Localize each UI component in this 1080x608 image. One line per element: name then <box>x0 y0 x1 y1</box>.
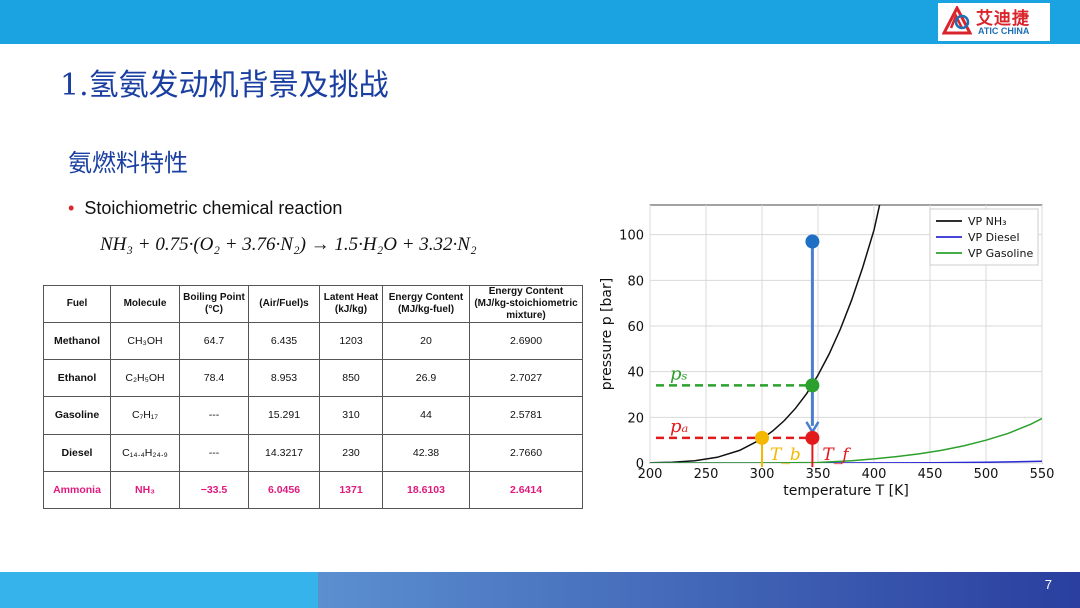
series-line-vp-nh- <box>650 205 881 463</box>
start-point <box>805 234 820 249</box>
table-cell: 78.4 <box>179 359 249 398</box>
bullet-text: Stoichiometric chemical reaction <box>84 198 343 218</box>
table-cell: 42.38 <box>382 433 470 472</box>
section-subtitle: 氨燃料特性 <box>68 149 188 177</box>
table-cell: C₇H₁₇ <box>110 396 180 435</box>
legend-label: VP Diesel <box>968 231 1020 244</box>
y-tick-label: 60 <box>627 320 644 335</box>
x-tick-label: 250 <box>694 467 719 482</box>
x-tick-label: 200 <box>638 467 663 482</box>
table-cell: Ammonia <box>43 470 111 510</box>
x-axis-label: temperature T [K] <box>783 483 909 499</box>
table-cell: CH₃OH <box>110 321 180 361</box>
legend-label: VP Gasoline <box>968 247 1033 260</box>
table-cell: 2.7027 <box>469 359 583 398</box>
fuel-properties-table: Fuel Molecule Boiling Point (°C) (Air/Fu… <box>43 285 583 510</box>
table-row: Ethanol C₂H₅OH 78.4 8.953 850 26.9 2.702… <box>43 359 583 398</box>
table-cell: NH₃ <box>110 470 180 510</box>
ambient-point <box>805 430 820 445</box>
table-cell: 26.9 <box>382 359 470 398</box>
table-cell: 44 <box>382 396 470 435</box>
col-header-latent-heat: Latent Heat (kJ/kg) <box>319 285 383 323</box>
tb-label: T_b <box>770 445 801 465</box>
x-tick-label: 400 <box>862 467 887 482</box>
col-header-energy-mixture: Energy Content (MJ/kg-stoichiometric mix… <box>469 285 583 323</box>
table-cell: C₁₄.₄H₂₄.₉ <box>110 433 180 472</box>
col-header-air-fuel: (Air/Fuel)s <box>248 285 320 323</box>
legend-label: VP NH₃ <box>968 215 1007 228</box>
table-cell: 850 <box>319 359 383 398</box>
table-cell: 64.7 <box>179 321 249 361</box>
table-cell: 2.7660 <box>469 433 583 472</box>
table-cell: C₂H₅OH <box>110 359 180 398</box>
page-number: 7 <box>1044 577 1052 592</box>
bottom-banner-light <box>0 572 318 608</box>
bullet-dot-icon: • <box>68 198 75 218</box>
top-banner: 艾迪捷 ATIC CHINA <box>0 0 1080 44</box>
table-cell: 14.3217 <box>248 433 320 472</box>
col-header-molecule: Molecule <box>110 285 180 323</box>
table-cell: 2.6414 <box>469 470 583 510</box>
x-tick-label: 550 <box>1030 467 1055 482</box>
x-tick-label: 450 <box>918 467 943 482</box>
chemical-equation: NH₃ + 0.75·(O₂ + 3.76·N₂) → 1.5·H₂O + 3.… <box>100 234 477 255</box>
x-tick-label: 500 <box>974 467 999 482</box>
table-cell: 310 <box>319 396 383 435</box>
y-tick-label: 80 <box>627 274 644 289</box>
table-header-row: Fuel Molecule Boiling Point (°C) (Air/Fu… <box>43 285 583 323</box>
table-cell: 8.953 <box>248 359 320 398</box>
table-cell: 1203 <box>319 321 383 361</box>
col-header-energy-content: Energy Content (MJ/kg-fuel) <box>382 285 470 323</box>
table-cell: −33.5 <box>179 470 249 510</box>
table-row: Diesel C₁₄.₄H₂₄.₉ --- 14.3217 230 42.38 … <box>43 433 583 472</box>
y-axis-label: pressure p [bar] <box>599 278 615 390</box>
tf-label: T_f <box>822 445 851 465</box>
logo-text-en: ATIC CHINA <box>978 26 1030 36</box>
col-header-boiling-point: Boiling Point (°C) <box>179 285 249 323</box>
table-cell: Ethanol <box>43 359 111 398</box>
logo-mark-icon <box>942 6 972 35</box>
table-cell: 2.6900 <box>469 321 583 361</box>
table-cell: --- <box>179 433 249 472</box>
table-cell: 20 <box>382 321 470 361</box>
pa-label: pₐ <box>670 416 688 437</box>
logo-text-cn: 艾迪捷 <box>976 9 1030 29</box>
table-row-ammonia: Ammonia NH₃ −33.5 6.0456 1371 18.6103 2.… <box>43 470 583 510</box>
bullet-item: • Stoichiometric chemical reaction <box>68 198 342 219</box>
col-header-fuel: Fuel <box>43 285 111 323</box>
saturation-point <box>805 378 820 393</box>
table-cell: Gasoline <box>43 396 111 435</box>
boiling-point <box>755 430 769 445</box>
table-row: Gasoline C₇H₁₇ --- 15.291 310 44 2.5781 <box>43 396 583 435</box>
vapor-pressure-chart: 200 250 300 350 400 450 500 550 0 20 40 60 80 100 temp… <box>599 204 1055 499</box>
y-tick-label: 40 <box>627 366 644 381</box>
table-cell: 1371 <box>319 470 383 510</box>
table-row: Methanol CH₃OH 64.7 6.435 1203 20 2.6900 <box>43 321 583 361</box>
x-tick-label: 300 <box>750 467 775 482</box>
table-cell: 6.435 <box>248 321 320 361</box>
table-cell: --- <box>179 396 249 435</box>
series-line-vp-gasoline <box>650 417 1042 463</box>
bottom-banner <box>0 572 1080 608</box>
table-cell: 15.291 <box>248 396 320 435</box>
table-cell: 6.0456 <box>248 470 320 510</box>
series-line-vp-diesel <box>650 460 1042 463</box>
ps-label: pₛ <box>670 363 688 384</box>
table-cell: 2.5781 <box>469 396 583 435</box>
table-cell: 230 <box>319 433 383 472</box>
page-title: 1.氢氨发动机背景及挑战 <box>60 68 389 103</box>
y-tick-label: 100 <box>619 229 644 244</box>
y-tick-label: 0 <box>636 457 644 472</box>
table-cell: 18.6103 <box>382 470 470 510</box>
table-cell: Methanol <box>43 321 111 361</box>
x-tick-label: 350 <box>806 467 831 482</box>
y-tick-label: 20 <box>627 411 644 426</box>
company-logo: 艾迪捷 ATIC CHINA <box>938 3 1050 41</box>
table-cell: Diesel <box>43 433 111 472</box>
